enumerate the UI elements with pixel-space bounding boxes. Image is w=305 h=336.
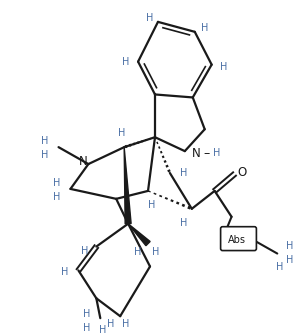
- Text: H: H: [123, 319, 130, 329]
- Text: H: H: [83, 323, 90, 333]
- Text: H: H: [148, 200, 156, 210]
- Text: H: H: [135, 247, 142, 257]
- Text: H: H: [276, 262, 283, 272]
- Text: H: H: [99, 325, 106, 335]
- Text: H: H: [53, 178, 60, 188]
- FancyBboxPatch shape: [221, 227, 257, 251]
- Text: N: N: [79, 155, 88, 168]
- Polygon shape: [124, 147, 131, 224]
- Text: H: H: [123, 57, 130, 67]
- Text: H: H: [81, 246, 88, 256]
- Text: H: H: [180, 218, 188, 228]
- Text: H: H: [61, 267, 68, 278]
- Text: H: H: [118, 128, 126, 138]
- Text: H: H: [180, 168, 188, 178]
- Polygon shape: [128, 224, 150, 246]
- Text: H: H: [83, 309, 90, 319]
- Text: H: H: [41, 150, 48, 160]
- Text: H: H: [220, 61, 227, 72]
- Text: N: N: [192, 146, 201, 160]
- Text: O: O: [238, 166, 247, 178]
- Text: Abs: Abs: [228, 235, 246, 245]
- Text: H: H: [41, 136, 48, 146]
- Text: H: H: [285, 254, 293, 264]
- Text: H: H: [201, 23, 208, 33]
- Text: H: H: [213, 148, 220, 158]
- Text: H: H: [285, 241, 293, 251]
- Text: H: H: [53, 192, 60, 202]
- Text: H: H: [106, 319, 114, 329]
- Text: –: –: [203, 146, 210, 160]
- Text: H: H: [146, 13, 154, 23]
- Text: H: H: [152, 247, 160, 257]
